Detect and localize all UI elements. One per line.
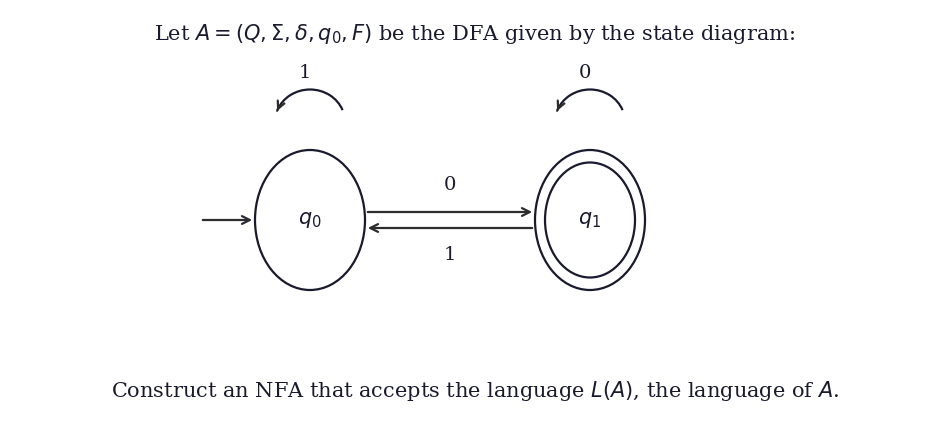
Text: $q_0$: $q_0$ [298,210,322,230]
Text: $q_1$: $q_1$ [579,210,601,230]
Text: 0: 0 [444,176,456,194]
Text: 0: 0 [579,63,591,82]
Text: 1: 1 [299,63,312,82]
Text: Construct an NFA that accepts the language $L(A)$, the language of $A$.: Construct an NFA that accepts the langua… [111,379,839,403]
Text: 1: 1 [444,246,456,264]
Text: Let $A = (Q, \Sigma, \delta, q_0, F)$ be the DFA given by the state diagram:: Let $A = (Q, \Sigma, \delta, q_0, F)$ be… [154,22,796,46]
